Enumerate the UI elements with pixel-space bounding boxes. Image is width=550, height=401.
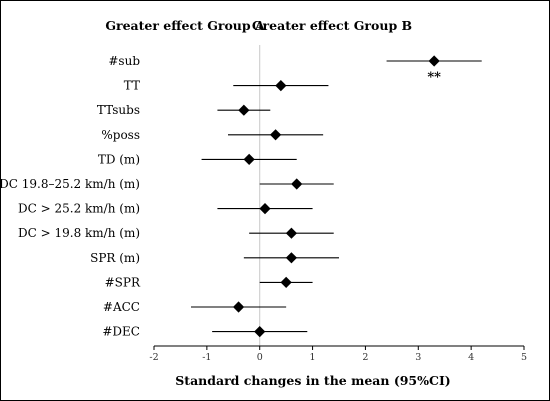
mean-marker (428, 55, 440, 67)
row-label: #DEC (102, 325, 140, 339)
row-label: TD (m) (98, 152, 140, 166)
forest-row: DC 19.8–25.2 km/h (m) (0, 177, 334, 191)
mean-marker (259, 203, 271, 215)
x-tick-label: 3 (415, 352, 421, 363)
header-group-a: Greater effect Group A (105, 18, 265, 33)
x-tick-label: -2 (149, 352, 158, 363)
x-tick-label: 2 (362, 352, 368, 363)
row-label: SPR (m) (90, 251, 140, 265)
row-label: DC 19.8–25.2 km/h (m) (0, 177, 140, 191)
mean-marker (285, 252, 298, 264)
x-tick-label: 1 (310, 352, 316, 363)
mean-marker (254, 326, 266, 338)
row-label: #sub (108, 54, 140, 68)
row-label: TT (124, 79, 140, 93)
mean-marker (275, 80, 287, 92)
mean-marker (269, 129, 282, 141)
x-tick-label: 0 (257, 352, 263, 363)
forest-row: TD (m) (98, 152, 297, 166)
x-tick-label: -1 (202, 352, 211, 363)
mean-marker (232, 301, 245, 313)
row-label: #ACC (103, 300, 140, 314)
forest-row: DC > 19.8 km/h (m) (18, 226, 334, 240)
mean-marker (243, 153, 255, 165)
row-label: %poss (101, 128, 140, 142)
row-label: TTsubs (97, 103, 140, 117)
significance-annotation: ** (427, 70, 441, 85)
forest-row: %poss (101, 128, 324, 142)
forest-row: DC > 25.2 km/h (m) (18, 202, 313, 216)
row-label: DC > 25.2 km/h (m) (18, 202, 140, 216)
x-axis-title: Standard changes in the mean (95%CI) (175, 373, 450, 388)
mean-marker (280, 276, 292, 288)
forest-row: TTsubs (97, 103, 271, 117)
rows-layer: #sub ** TT TTsubs %poss TD (m) DC 19.8–25.2 km… (0, 54, 482, 339)
forest-row: #DEC (102, 325, 308, 339)
row-label: #SPR (105, 275, 141, 289)
forest-row: #ACC (103, 300, 287, 314)
mean-marker (238, 104, 250, 116)
mean-marker (291, 178, 303, 190)
mean-marker (285, 227, 298, 239)
x-tick-label: 5 (521, 352, 527, 363)
forest-row: SPR (m) (90, 251, 339, 265)
forest-row: #SPR (105, 275, 313, 289)
forest-row: #sub ** (108, 54, 482, 85)
forest-row: TT (124, 79, 329, 93)
header-group-b: Greater effect Group B (252, 18, 412, 33)
x-tick-label: 4 (468, 352, 474, 363)
x-axis: -2 -1 0 1 2 3 4 5 (149, 345, 527, 363)
row-label: DC > 19.8 km/h (m) (18, 226, 140, 240)
